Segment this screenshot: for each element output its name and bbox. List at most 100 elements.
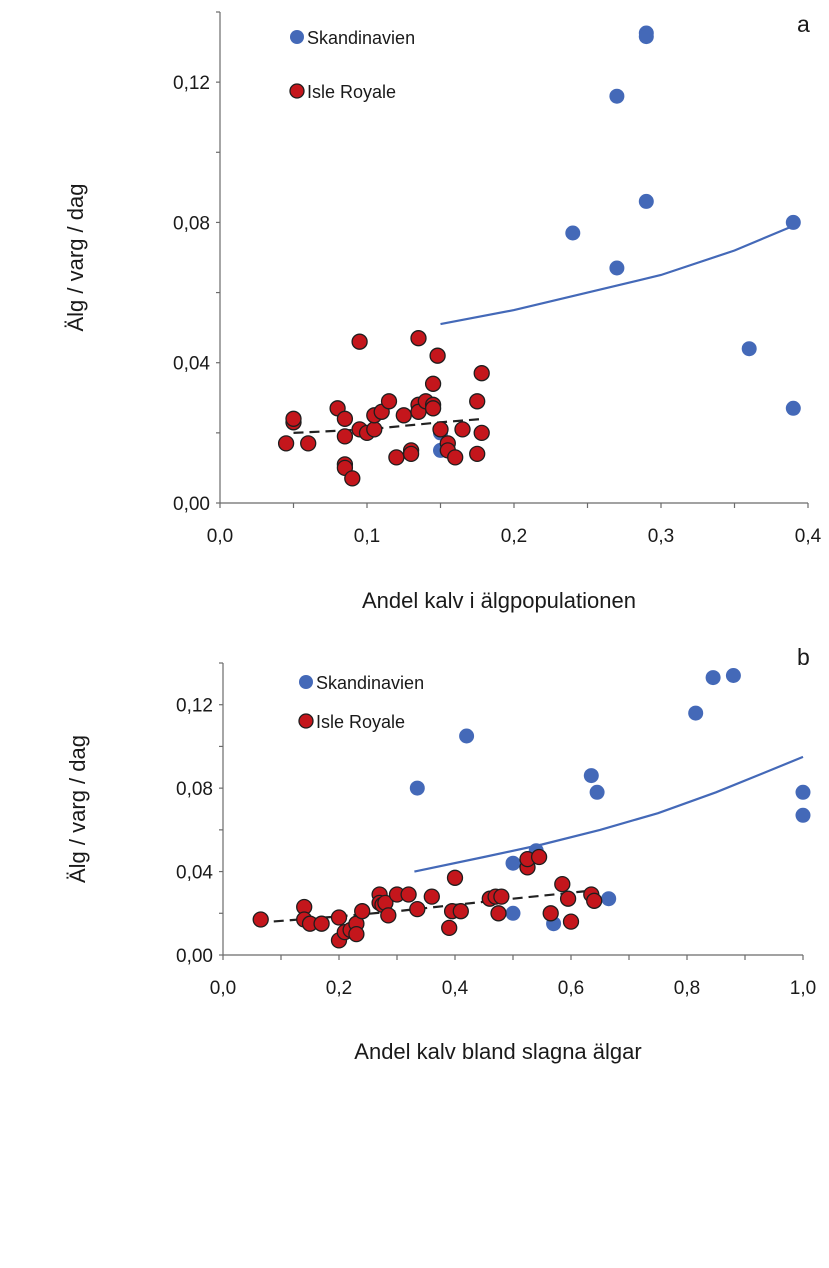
panel-a-point-isle-royale — [351, 333, 368, 350]
panel-a-point-isle-royale — [432, 421, 449, 438]
panel-b-point-isle-royale — [542, 905, 559, 922]
panel-b-point-isle-royale — [423, 888, 440, 905]
panel-b-y-tick-label: 0,08 — [176, 779, 213, 800]
panel-a-point-isle-royale — [395, 407, 412, 424]
panel-a-point-skandinavien — [785, 400, 801, 416]
panel-b-point-isle-royale — [530, 848, 548, 866]
panel-a-point-isle-royale — [447, 449, 464, 466]
panel-b-point-skandinavien — [409, 780, 425, 796]
panel-a-point-isle-royale — [424, 375, 442, 392]
panel-b-point-skandinavien — [505, 905, 521, 921]
panel-b-point-isle-royale — [354, 903, 371, 920]
panel-b-point-skandinavien — [601, 891, 617, 907]
panel-a-point-skandinavien — [638, 193, 654, 209]
panel-a-y-tick-label: 0,12 — [173, 73, 210, 94]
panel-a-point-isle-royale — [429, 347, 446, 364]
panel-b-point-skandinavien — [688, 705, 704, 721]
panel-a-point-skandinavien — [565, 225, 581, 241]
panel-a-x-tick-label: 0,4 — [795, 526, 822, 547]
panel-a-point-skandinavien — [638, 29, 654, 45]
panel-b-point-skandinavien — [583, 768, 599, 784]
panel-b-x-tick-label: 0,4 — [442, 978, 469, 999]
panel-a-point-isle-royale — [402, 445, 420, 463]
panel-b-point-isle-royale — [493, 888, 510, 905]
panel-a-y-tick-label: 0,00 — [173, 494, 210, 515]
panel-b-y-axis-title: Älg / varg / dag — [65, 735, 90, 883]
panel-a-x-tick-label: 0,3 — [648, 526, 674, 547]
panel-a-point-skandinavien — [609, 260, 625, 276]
panel-b-trend-skandinavien — [414, 755, 804, 873]
panel-b-point-isle-royale — [586, 892, 603, 909]
panel-a-x-tick-label: 0,1 — [354, 526, 380, 547]
panel-b-point-isle-royale — [446, 869, 464, 886]
panel-a-x-tick-label: 0,0 — [207, 526, 233, 547]
panel-a-point-skandinavien — [741, 341, 757, 357]
panel-b-point-isle-royale — [441, 919, 458, 937]
panel-b-scatter-chart: 0,00 0,04 0,08 0,12 0,0 0,2 0,4 0,6 0,8 1,0 Andel … — [65, 644, 816, 1064]
panel-b-point-skandinavien — [589, 784, 605, 800]
panel-a-x-tick-label: 0,2 — [501, 526, 527, 547]
panel-a-point-isle-royale — [285, 410, 302, 427]
panel-a-legend-marker — [290, 30, 304, 44]
panel-b-legend-marker — [298, 713, 314, 729]
panel-b-x-tick-label: 0,6 — [558, 978, 584, 999]
panel-b-point-isle-royale — [400, 886, 417, 903]
panel-a-point-isle-royale — [300, 435, 317, 452]
panel-a-point-skandinavien — [609, 88, 625, 104]
panel-a-trend-isle-royale — [293, 417, 485, 434]
panel-a-scatter-chart: 0,00 0,04 0,08 0,12 0,0 0,1 0,2 0,3 0,4 Andel kal… — [63, 11, 822, 613]
panel-a-point-isle-royale — [336, 410, 354, 427]
panel-b-y-tick-label: 0,04 — [176, 863, 213, 884]
panel-b-legend-marker — [299, 675, 313, 689]
panel-a-y-tick-label: 0,04 — [173, 354, 210, 375]
panel-b-point-isle-royale — [313, 915, 330, 932]
panel-b-x-tick-label: 0,8 — [674, 978, 700, 999]
panel-b-point-isle-royale — [490, 905, 507, 922]
panel-a-point-isle-royale — [366, 421, 383, 438]
panel-a-letter: a — [797, 11, 810, 37]
panel-a-point-isle-royale — [388, 449, 405, 466]
panel-b-point-isle-royale — [330, 909, 348, 926]
panel-b-x-tick-label: 0,2 — [326, 978, 352, 999]
panel-a-point-isle-royale — [469, 445, 486, 463]
panel-b-point-skandinavien — [505, 855, 521, 871]
panel-a-point-isle-royale — [410, 330, 427, 347]
panel-a-point-isle-royale — [277, 435, 295, 452]
panel-b-x-axis-title: Andel kalv bland slagna älgar — [354, 1039, 641, 1064]
panel-b-legend-label: Skandinavien — [316, 673, 424, 693]
panel-b-legend-label: Isle Royale — [316, 712, 405, 732]
panel-a-legend-label: Isle Royale — [307, 82, 396, 102]
panel-a-point-isle-royale — [336, 428, 354, 445]
panel-b-point-skandinavien — [795, 807, 811, 823]
panel-b-x-tick-label: 1,0 — [790, 978, 816, 999]
panel-b-point-skandinavien — [795, 784, 811, 800]
panel-a-legend-marker — [289, 83, 305, 99]
panel-a-point-skandinavien — [785, 214, 801, 230]
panel-a-point-isle-royale — [344, 470, 361, 487]
panel-b-point-isle-royale — [452, 903, 469, 920]
panel-a-point-isle-royale — [473, 424, 490, 442]
panel-a-y-axis-title: Älg / varg / dag — [63, 184, 88, 332]
panel-b-letter: b — [797, 644, 810, 670]
panel-a-point-isle-royale — [380, 393, 398, 410]
panel-b-point-isle-royale — [252, 911, 269, 928]
panel-a-x-axis-title: Andel kalv i älgpopulationen — [362, 588, 636, 613]
panel-b-point-isle-royale — [554, 875, 571, 893]
panel-b-point-isle-royale — [380, 907, 397, 924]
panel-a-y-tick-label: 0,08 — [173, 213, 210, 234]
panel-a-trend-skandinavien — [440, 224, 794, 326]
panel-b-point-skandinavien — [705, 670, 721, 686]
panel-b-point-isle-royale — [348, 925, 365, 943]
panel-b-point-isle-royale — [409, 900, 426, 918]
panel-b-y-tick-label: 0,12 — [176, 696, 213, 717]
panel-a-point-isle-royale — [469, 393, 486, 410]
panel-b-point-skandinavien — [725, 668, 741, 683]
panel-b-point-skandinavien — [459, 728, 475, 744]
panel-b-x-tick-label: 0,0 — [210, 978, 236, 999]
panel-a-point-isle-royale — [473, 365, 490, 382]
panel-b-point-isle-royale — [559, 890, 577, 907]
panel-a-point-isle-royale — [424, 400, 442, 417]
panel-b-point-isle-royale — [562, 913, 580, 930]
panel-a-point-isle-royale — [454, 421, 471, 438]
